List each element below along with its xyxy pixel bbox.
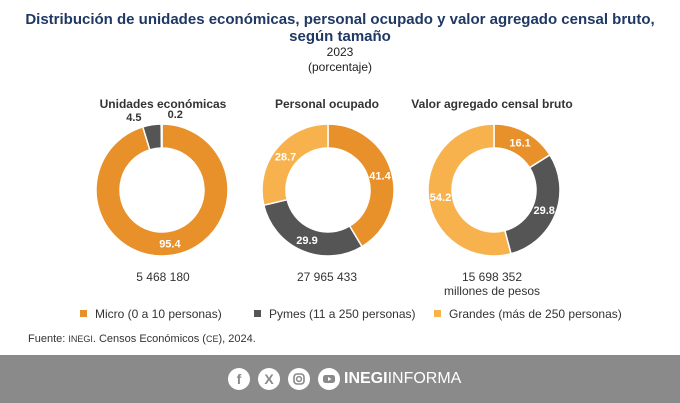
source-org: INEGI bbox=[68, 334, 93, 344]
total-unidades: 5 468 180 bbox=[136, 270, 190, 284]
facebook-icon[interactable]: f bbox=[228, 368, 250, 390]
donut-chart-personal: 41.4 29.9 28.7 bbox=[261, 123, 395, 257]
donut-label-micro: 41.4 bbox=[369, 171, 391, 183]
legend-label-grandes: Grandes (más de 250 personas) bbox=[449, 307, 622, 321]
donut-slice-grandes bbox=[427, 123, 512, 257]
chart-title-line1: Distribución de unidades económicas, per… bbox=[25, 11, 655, 28]
total-personal: 27 965 433 bbox=[296, 270, 358, 284]
brand-light: INFORMA bbox=[387, 370, 462, 387]
total-valor: 15 698 352 bbox=[461, 270, 523, 284]
donut-slice-pymes bbox=[262, 198, 363, 257]
source-note: Fuente: INEGI. Censos Económicos (CE), 2… bbox=[28, 333, 256, 345]
donut-chart-valor: 16.1 29.8 54.2 bbox=[427, 123, 561, 257]
donut-chart-unidades: 95.4 4.5 0.2 bbox=[95, 109, 229, 257]
legend-swatch-micro bbox=[80, 310, 87, 318]
source-text: . Censos Económicos ( bbox=[92, 333, 206, 345]
instagram-icon[interactable] bbox=[288, 368, 310, 390]
legend-label-micro: Micro (0 a 10 personas) bbox=[95, 307, 222, 321]
donut-slice-grandes bbox=[160, 123, 163, 149]
total-valor-unit: millones de pesos bbox=[443, 284, 541, 298]
donut-label-grandes: 28.7 bbox=[275, 152, 296, 164]
donut-label-pymes: 4.5 bbox=[126, 112, 141, 124]
x-icon[interactable]: X bbox=[258, 368, 280, 390]
chart-title-line2: según tamaño bbox=[289, 28, 391, 45]
donut-label-pymes: 29.8 bbox=[533, 205, 554, 217]
legend-item-grandes: Grandes (más de 250 personas) bbox=[434, 307, 622, 321]
footer-bar: f X INEGIINFORMA bbox=[0, 355, 680, 403]
donut-label-pymes: 29.9 bbox=[296, 235, 317, 247]
donut-slice-grandes bbox=[261, 123, 329, 207]
legend-label-pymes: Pymes (11 a 250 personas) bbox=[269, 307, 416, 321]
brand-bold: INEGI bbox=[344, 370, 388, 387]
donut-title-unidades: Unidades económicas bbox=[99, 97, 227, 111]
donut-title-personal: Personal ocupado bbox=[274, 97, 380, 111]
legend-item-micro: Micro (0 a 10 personas) bbox=[80, 307, 222, 321]
donut-slice-micro bbox=[95, 123, 229, 257]
legend-swatch-pymes bbox=[254, 310, 261, 318]
legend-swatch-grandes bbox=[434, 310, 441, 318]
brand-logo[interactable]: INEGIINFORMA bbox=[344, 369, 461, 389]
donut-slice-micro bbox=[327, 123, 395, 248]
donut-label-micro: 95.4 bbox=[159, 238, 181, 250]
youtube-icon[interactable] bbox=[318, 368, 340, 390]
donut-label-grandes: 54.2 bbox=[430, 192, 451, 204]
legend-item-pymes: Pymes (11 a 250 personas) bbox=[254, 307, 416, 321]
donut-title-valor: Valor agregado censal bruto bbox=[411, 97, 573, 111]
chart-year: 2023 bbox=[326, 45, 354, 59]
donut-label-grandes: 0.2 bbox=[168, 109, 183, 121]
source-prefix: Fuente: bbox=[28, 333, 69, 345]
source-suffix: ), 2024. bbox=[218, 333, 256, 345]
source-abbr: CE bbox=[205, 334, 219, 344]
chart-unit: (porcentaje) bbox=[307, 60, 373, 74]
donut-label-micro: 16.1 bbox=[509, 138, 530, 150]
